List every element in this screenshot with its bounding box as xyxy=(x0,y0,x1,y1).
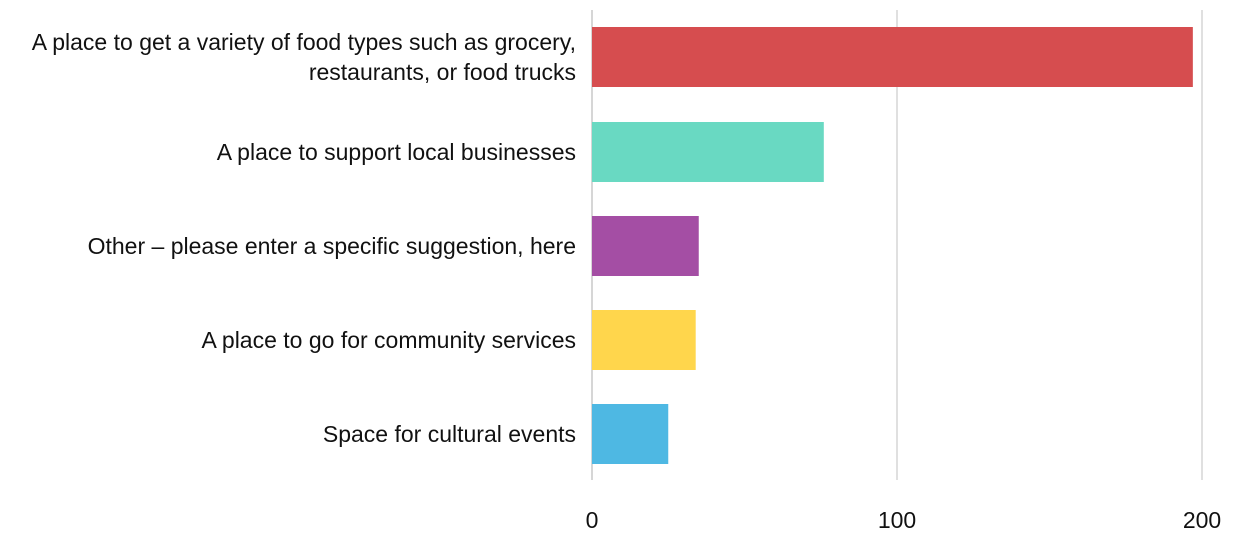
category-label-line: A place to go for community services xyxy=(201,327,576,353)
category-label-line: restaurants, or food trucks xyxy=(309,59,576,85)
category-label-3: Other – please enter a specific suggesti… xyxy=(88,233,576,259)
bar-3 xyxy=(592,216,699,276)
category-label-4: A place to go for community services xyxy=(201,327,576,353)
category-label-line: Other – please enter a specific suggesti… xyxy=(88,233,576,259)
bar-4 xyxy=(592,310,696,370)
x-tick-label-0: 0 xyxy=(586,507,599,533)
bar-1 xyxy=(592,27,1193,87)
category-label-1: A place to get a variety of food types s… xyxy=(32,29,576,85)
category-label-2: A place to support local businesses xyxy=(217,139,576,165)
bar-5 xyxy=(592,404,669,464)
category-label-line: Space for cultural events xyxy=(323,421,576,447)
bars xyxy=(592,27,1193,464)
x-tick-label-100: 100 xyxy=(878,507,916,533)
category-labels: A place to get a variety of food types s… xyxy=(32,29,576,447)
category-label-line: A place to support local businesses xyxy=(217,139,576,165)
category-label-line: A place to get a variety of food types s… xyxy=(32,29,576,55)
x-tick-label-200: 200 xyxy=(1183,507,1221,533)
x-axis-ticks: 0 100 200 xyxy=(586,507,1222,533)
bar-2 xyxy=(592,122,824,182)
category-label-5: Space for cultural events xyxy=(323,421,576,447)
